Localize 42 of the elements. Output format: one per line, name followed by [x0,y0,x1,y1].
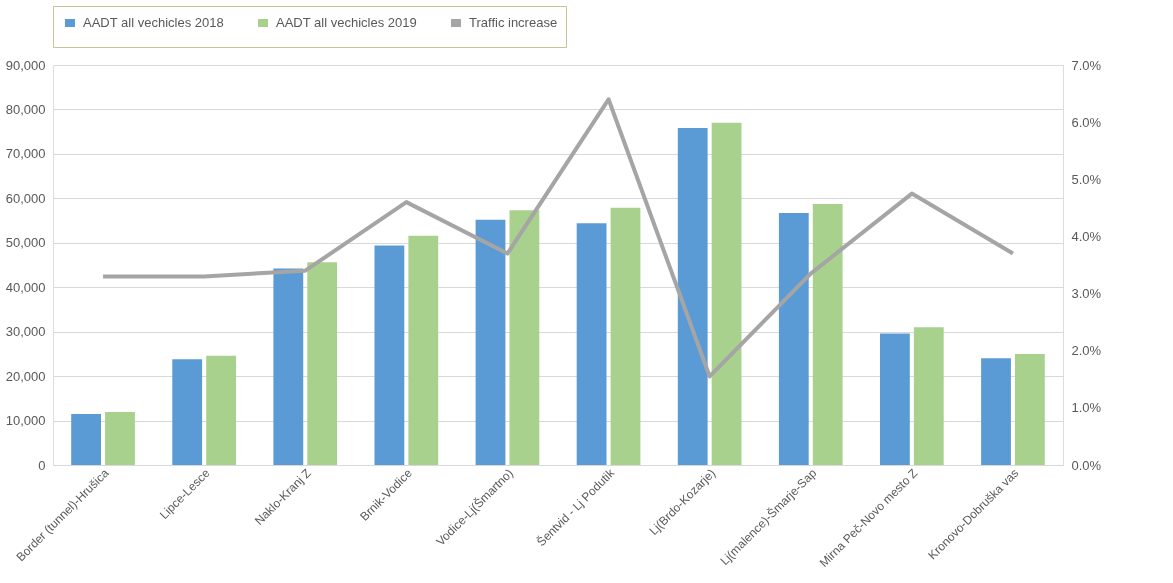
bar [374,245,405,465]
bar [509,210,540,465]
y-tick-label: 0 [38,457,46,473]
y-tick-label: 10,000 [5,413,46,429]
bar [1014,353,1045,465]
bar [71,413,102,465]
bar [475,219,506,465]
bar [105,412,135,465]
bar [880,333,910,465]
legend-label: AADT all vechicles 2018 [83,15,224,30]
bar [778,213,809,465]
y2-tick-label: 4.0% [1071,228,1102,244]
y2-tick-label: 6.0% [1071,114,1102,130]
bar [206,355,236,465]
line-series [101,97,1015,379]
y-tick-label: 80,000 [5,101,46,117]
bar [610,207,641,465]
y-tick-label: 90,000 [5,57,46,73]
legend-label: AADT all vechicles 2019 [276,15,417,30]
y-tick-label: 30,000 [5,324,46,340]
y-tick-label: 70,000 [5,146,46,162]
bar [981,358,1011,465]
y-tick-label: 60,000 [5,190,46,206]
y-tick-label: 50,000 [5,235,46,251]
bar [307,262,338,465]
bar [711,122,742,465]
y-tick-label: 20,000 [5,368,46,384]
y2-tick-label: 1.0% [1071,400,1102,416]
bar [172,359,203,465]
legend-label: Traffic increase [469,15,558,30]
bar [913,327,944,465]
bar [812,204,843,465]
y2-tick-label: 2.0% [1071,343,1102,359]
y2-tick-label: 3.0% [1071,286,1102,302]
y-tick-label: 40,000 [5,279,46,295]
y2-tick-label: 0.0% [1071,457,1102,473]
bar [408,235,439,465]
bar [273,268,304,465]
bar [576,223,607,465]
y2-tick-label: 5.0% [1071,171,1102,187]
y2-tick-label: 7.0% [1071,57,1102,73]
bar [677,128,708,465]
